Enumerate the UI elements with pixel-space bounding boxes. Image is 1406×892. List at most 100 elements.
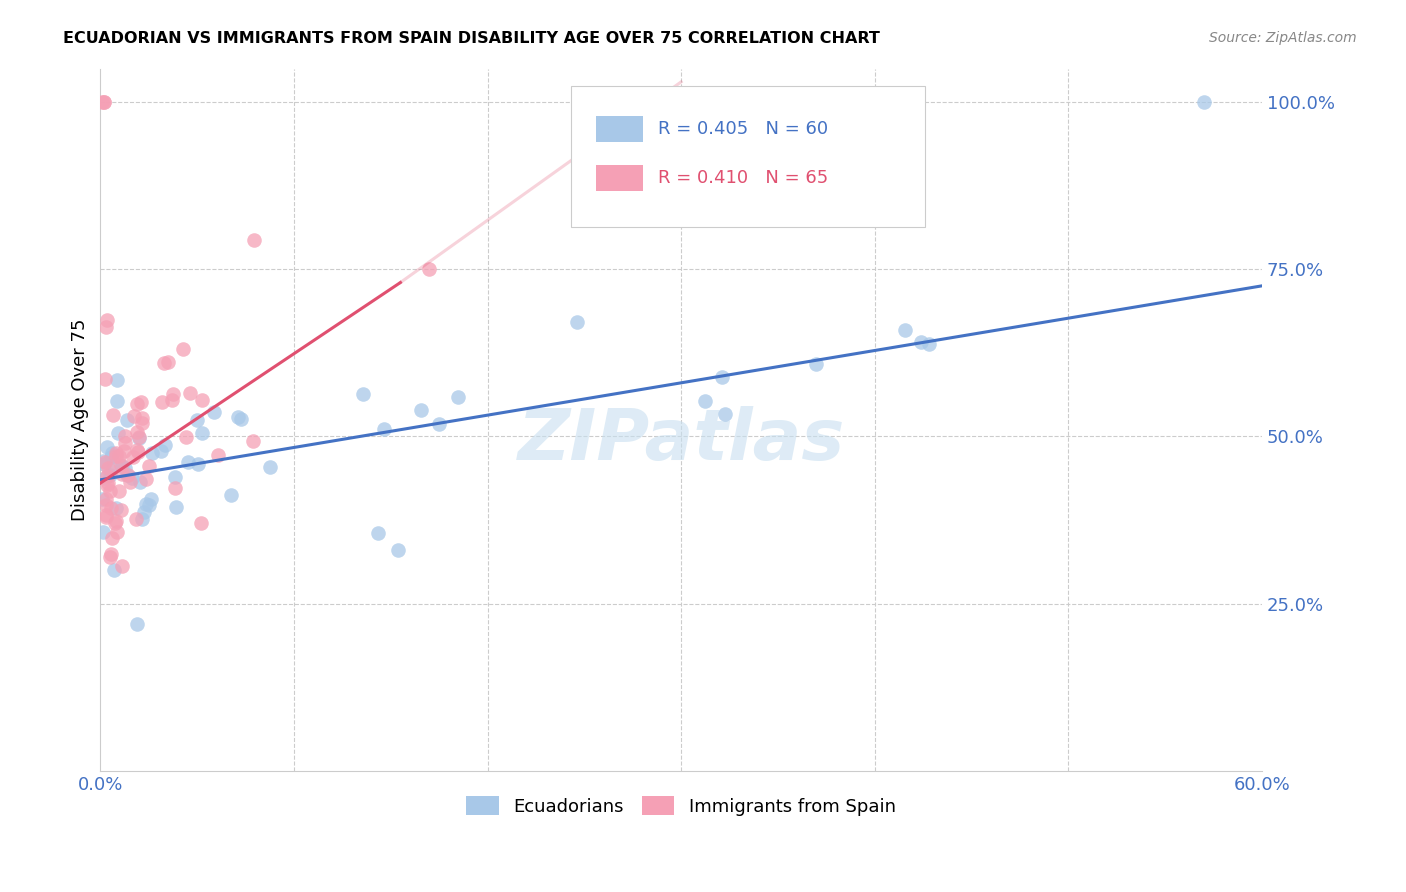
Point (100, 450, 122, 465)
Point (117, 468, 139, 483)
Point (105, 394, 128, 409)
Point (427, 417, 450, 431)
Point (91, 491, 114, 506)
Point (191, 426, 214, 441)
Point (713, 407, 735, 421)
Point (150, 395, 173, 409)
Point (125, 512, 148, 526)
Text: R = 0.405   N = 60: R = 0.405 N = 60 (658, 120, 828, 138)
Point (93, 95, 115, 109)
Point (174, 430, 197, 444)
Point (103, 408, 125, 422)
Point (128, 431, 150, 445)
Point (131, 416, 153, 430)
Point (710, 370, 733, 384)
Point (418, 262, 440, 277)
Point (693, 393, 716, 408)
Point (93, 457, 115, 471)
Point (111, 467, 134, 481)
FancyBboxPatch shape (571, 86, 925, 227)
Point (155, 438, 177, 452)
Point (94, 320, 117, 334)
Point (96, 440, 118, 454)
Point (96, 478, 118, 492)
Point (104, 516, 127, 531)
Point (567, 315, 589, 329)
Point (138, 459, 160, 474)
Point (125, 397, 148, 411)
Point (409, 403, 432, 417)
Point (97, 476, 120, 491)
Point (138, 498, 160, 512)
Point (94, 510, 117, 524)
Point (101, 531, 124, 545)
Point (101, 460, 124, 475)
Point (127, 443, 149, 458)
Point (150, 443, 173, 458)
Point (141, 491, 163, 506)
Point (165, 500, 187, 515)
Point (231, 412, 253, 426)
Point (153, 356, 176, 370)
Point (103, 563, 125, 577)
Point (121, 450, 143, 464)
Point (93, 454, 115, 468)
Point (96, 312, 118, 326)
Point (141, 446, 163, 460)
Bar (596, 165, 643, 192)
Point (115, 467, 138, 482)
Point (91, 524, 114, 539)
Point (114, 461, 136, 475)
Point (918, 337, 941, 351)
Point (135, 496, 157, 510)
Point (367, 525, 389, 540)
Point (131, 512, 153, 526)
Point (191, 392, 214, 407)
Point (110, 503, 132, 517)
Point (101, 446, 124, 460)
Point (179, 385, 201, 400)
Point (242, 434, 264, 449)
Text: Source: ZipAtlas.com: Source: ZipAtlas.com (1209, 31, 1357, 45)
Point (91, 95, 114, 109)
Point (98, 468, 121, 483)
Point (804, 357, 827, 371)
Point (107, 449, 129, 463)
Point (177, 455, 200, 469)
Point (107, 426, 129, 441)
Point (94, 491, 117, 506)
Point (93, 95, 115, 109)
Point (105, 501, 128, 516)
Point (207, 448, 229, 462)
Point (96, 469, 118, 483)
Point (373, 422, 395, 436)
Point (387, 542, 409, 557)
Point (98, 484, 121, 499)
Point (118, 475, 141, 489)
Point (93, 372, 115, 386)
Point (104, 446, 127, 460)
Point (186, 412, 208, 426)
Point (115, 413, 138, 427)
Point (202, 405, 225, 419)
Point (96, 498, 118, 512)
Point (894, 323, 917, 337)
Point (219, 488, 242, 502)
Bar (596, 116, 643, 142)
Point (157, 354, 180, 368)
Point (94, 470, 117, 484)
Point (352, 387, 374, 401)
Point (108, 483, 131, 498)
Legend: Ecuadorians, Immigrants from Spain: Ecuadorians, Immigrants from Spain (457, 788, 905, 825)
Point (162, 387, 184, 401)
Text: ZIPatlas: ZIPatlas (517, 406, 845, 475)
Point (447, 390, 470, 404)
Point (100, 501, 122, 516)
Point (129, 395, 152, 409)
Point (135, 472, 157, 486)
Point (105, 449, 128, 463)
Point (165, 470, 187, 484)
Point (127, 444, 149, 458)
Point (97, 461, 120, 475)
Point (105, 524, 128, 539)
